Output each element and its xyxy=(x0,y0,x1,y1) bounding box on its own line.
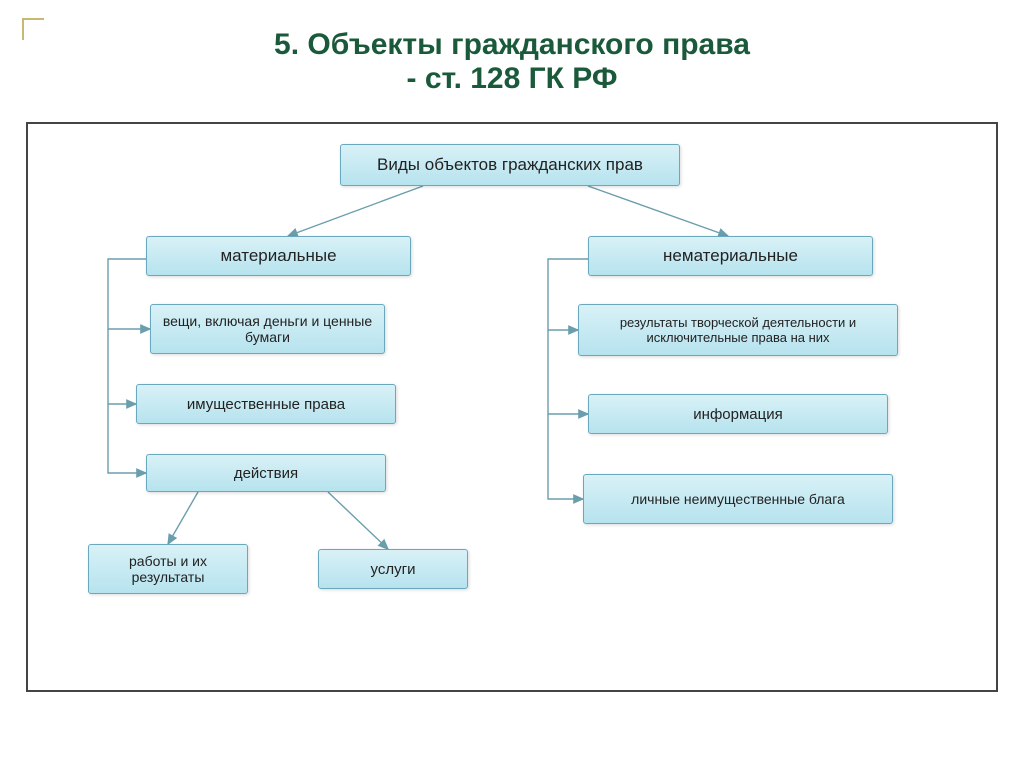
node-personal: личные неимущественные блага xyxy=(583,474,893,524)
node-services: услуги xyxy=(318,549,468,589)
node-proprights: имущественные права xyxy=(136,384,396,424)
edge-root-material xyxy=(288,186,423,236)
edge-material-proprights xyxy=(108,329,136,404)
node-creative: результаты творческой деятельности и иск… xyxy=(578,304,898,356)
node-things: вещи, включая деньги и ценные бумаги xyxy=(150,304,385,354)
node-works: работы и их результаты xyxy=(88,544,248,594)
edge-immaterial-personal xyxy=(548,414,583,499)
node-immaterial: нематериальные xyxy=(588,236,873,276)
diagram-frame: Виды объектов гражданских прав материальн… xyxy=(26,122,998,692)
page-title: 5. Объекты гражданского права - ст. 128 … xyxy=(0,0,1024,114)
node-actions: действия xyxy=(146,454,386,492)
node-info: информация xyxy=(588,394,888,434)
edge-actions-works xyxy=(168,492,198,544)
title-line-1: 5. Объекты гражданского права xyxy=(0,28,1024,62)
corner-decoration xyxy=(22,18,44,40)
node-root: Виды объектов гражданских прав xyxy=(340,144,680,186)
title-line-2: - ст. 128 ГК РФ xyxy=(0,62,1024,96)
edge-actions-services xyxy=(328,492,388,549)
node-material: материальные xyxy=(146,236,411,276)
edge-root-immaterial xyxy=(588,186,728,236)
edge-material-things xyxy=(108,259,150,329)
